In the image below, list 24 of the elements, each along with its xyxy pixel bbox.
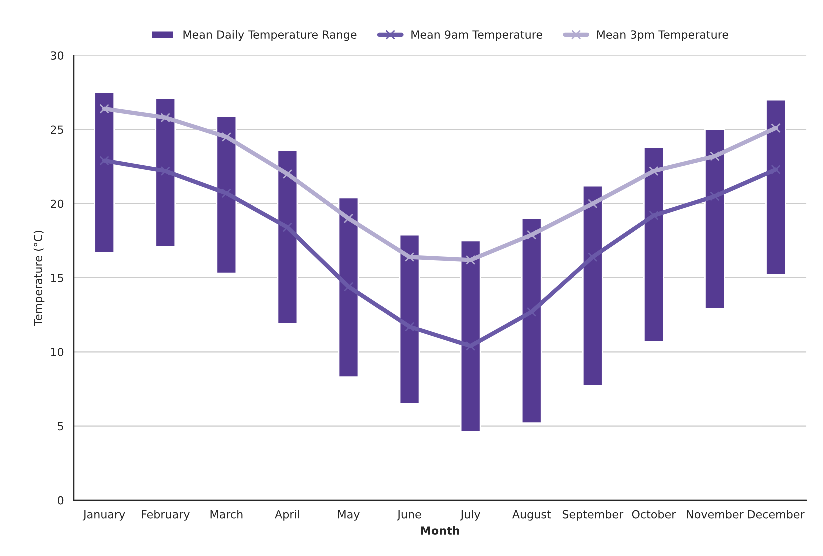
x-tick-label: August [512, 510, 552, 521]
x-tick-label: April [275, 510, 300, 521]
legend-label: Mean 9am Temperature [412, 30, 542, 42]
y-tick-label: 10 [51, 348, 64, 357]
y-tick-label: 5 [58, 422, 64, 431]
y-tick-label: 25 [51, 126, 64, 134]
x-axis-title: Month [421, 526, 460, 536]
x-tick-label: December [748, 510, 805, 519]
x-tick-label: May [338, 510, 360, 521]
x-tick-label: June [397, 510, 422, 521]
y-axis-title: Temperature (°C) [34, 231, 45, 326]
legend-label: Mean Daily Temperature Range [184, 30, 357, 42]
x-tick-label: January [82, 510, 126, 521]
x-tick-label: July [460, 510, 480, 521]
x-tick-label: September [562, 510, 624, 521]
y-tick-label: 0 [58, 496, 64, 505]
x-tick-label: February [142, 510, 190, 521]
y-tick-label: 20 [51, 200, 64, 208]
legend-label: Mean 3pm Temperature [597, 30, 728, 42]
y-tick-label: 15 [51, 274, 64, 282]
x-tick-label: November [687, 510, 744, 519]
x-tick-label: October [632, 510, 676, 519]
y-tick-label: 30 [51, 52, 64, 60]
x-tick-label: March [210, 510, 243, 519]
